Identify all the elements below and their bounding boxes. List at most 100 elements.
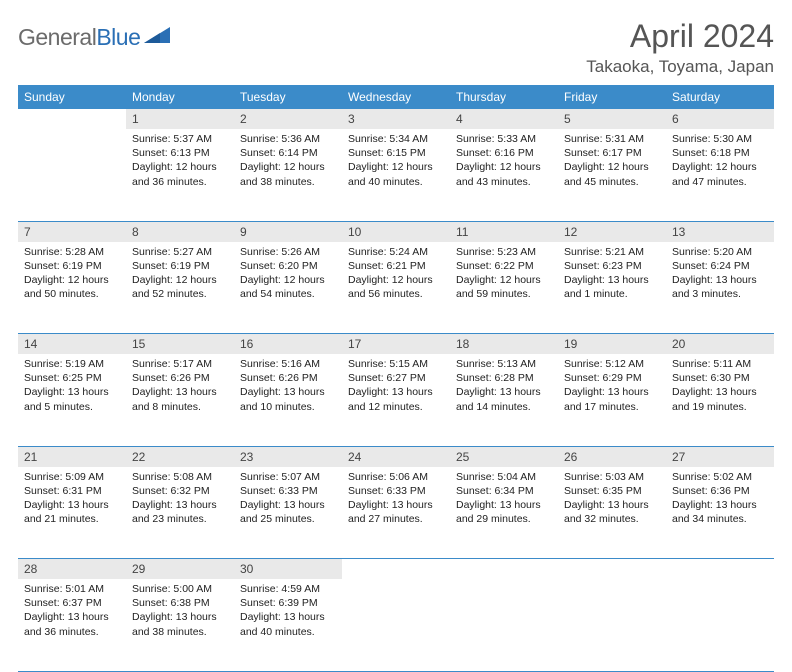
day-details [666, 579, 774, 588]
daynum-row: 282930 [18, 559, 774, 580]
day-details: Sunrise: 5:15 AMSunset: 6:27 PMDaylight:… [342, 354, 450, 420]
sunset-text: Sunset: 6:35 PM [564, 484, 660, 498]
day-body-cell: Sunrise: 5:26 AMSunset: 6:20 PMDaylight:… [234, 242, 342, 334]
day-number-cell: 25 [450, 446, 558, 467]
day-number-cell: 14 [18, 334, 126, 355]
day-details: Sunrise: 5:11 AMSunset: 6:30 PMDaylight:… [666, 354, 774, 420]
day-body-cell: Sunrise: 5:21 AMSunset: 6:23 PMDaylight:… [558, 242, 666, 334]
day-body-cell: Sunrise: 5:16 AMSunset: 6:26 PMDaylight:… [234, 354, 342, 446]
day-details: Sunrise: 5:17 AMSunset: 6:26 PMDaylight:… [126, 354, 234, 420]
day-body-row: Sunrise: 5:01 AMSunset: 6:37 PMDaylight:… [18, 579, 774, 671]
sunset-text: Sunset: 6:24 PM [672, 259, 768, 273]
daylight-line1: Daylight: 12 hours [564, 160, 660, 174]
daylight-line1: Daylight: 12 hours [348, 160, 444, 174]
day-header: Tuesday [234, 85, 342, 109]
daylight-line1: Daylight: 12 hours [240, 160, 336, 174]
daylight-line1: Daylight: 13 hours [564, 385, 660, 399]
sunrise-text: Sunrise: 5:30 AM [672, 132, 768, 146]
sunrise-text: Sunrise: 5:01 AM [24, 582, 120, 596]
daylight-line1: Daylight: 13 hours [132, 385, 228, 399]
sunset-text: Sunset: 6:28 PM [456, 371, 552, 385]
sunset-text: Sunset: 6:19 PM [132, 259, 228, 273]
day-body-cell: Sunrise: 5:31 AMSunset: 6:17 PMDaylight:… [558, 129, 666, 221]
sunrise-text: Sunrise: 5:09 AM [24, 470, 120, 484]
day-body-row: Sunrise: 5:19 AMSunset: 6:25 PMDaylight:… [18, 354, 774, 446]
day-number-cell: 29 [126, 559, 234, 580]
day-number-cell: 2 [234, 109, 342, 129]
sunset-text: Sunset: 6:18 PM [672, 146, 768, 160]
daylight-line1: Daylight: 12 hours [132, 273, 228, 287]
day-body-cell: Sunrise: 5:11 AMSunset: 6:30 PMDaylight:… [666, 354, 774, 446]
day-number-cell: 28 [18, 559, 126, 580]
daynum-row: 78910111213 [18, 221, 774, 242]
daylight-line1: Daylight: 13 hours [24, 610, 120, 624]
day-number-cell: 22 [126, 446, 234, 467]
day-number-cell: 3 [342, 109, 450, 129]
day-body-cell: Sunrise: 5:07 AMSunset: 6:33 PMDaylight:… [234, 467, 342, 559]
sunrise-text: Sunrise: 5:20 AM [672, 245, 768, 259]
calendar-head: Sunday Monday Tuesday Wednesday Thursday… [18, 85, 774, 109]
location: Takaoka, Toyama, Japan [586, 57, 774, 77]
day-number-cell: 11 [450, 221, 558, 242]
daylight-line1: Daylight: 13 hours [672, 273, 768, 287]
day-body-cell: Sunrise: 5:19 AMSunset: 6:25 PMDaylight:… [18, 354, 126, 446]
day-number-cell: 4 [450, 109, 558, 129]
daylight-line2: and 50 minutes. [24, 287, 120, 301]
day-body-cell: Sunrise: 5:15 AMSunset: 6:27 PMDaylight:… [342, 354, 450, 446]
sunset-text: Sunset: 6:15 PM [348, 146, 444, 160]
sunrise-text: Sunrise: 5:36 AM [240, 132, 336, 146]
day-header: Thursday [450, 85, 558, 109]
daylight-line2: and 47 minutes. [672, 175, 768, 189]
day-body-cell: Sunrise: 5:13 AMSunset: 6:28 PMDaylight:… [450, 354, 558, 446]
day-details: Sunrise: 5:04 AMSunset: 6:34 PMDaylight:… [450, 467, 558, 533]
daylight-line1: Daylight: 13 hours [240, 385, 336, 399]
sunrise-text: Sunrise: 5:04 AM [456, 470, 552, 484]
sunset-text: Sunset: 6:34 PM [456, 484, 552, 498]
day-body-cell: Sunrise: 5:20 AMSunset: 6:24 PMDaylight:… [666, 242, 774, 334]
day-body-cell: Sunrise: 5:12 AMSunset: 6:29 PMDaylight:… [558, 354, 666, 446]
day-body-cell: Sunrise: 5:09 AMSunset: 6:31 PMDaylight:… [18, 467, 126, 559]
daylight-line1: Daylight: 13 hours [348, 498, 444, 512]
day-details: Sunrise: 5:13 AMSunset: 6:28 PMDaylight:… [450, 354, 558, 420]
day-number-cell [666, 559, 774, 580]
daylight-line2: and 38 minutes. [132, 625, 228, 639]
day-header: Sunday [18, 85, 126, 109]
sunset-text: Sunset: 6:37 PM [24, 596, 120, 610]
logo-text: GeneralBlue [18, 24, 140, 51]
day-body-cell: Sunrise: 5:27 AMSunset: 6:19 PMDaylight:… [126, 242, 234, 334]
daylight-line1: Daylight: 13 hours [24, 498, 120, 512]
sunset-text: Sunset: 6:19 PM [24, 259, 120, 273]
daylight-line1: Daylight: 13 hours [132, 610, 228, 624]
daylight-line1: Daylight: 13 hours [672, 385, 768, 399]
daylight-line2: and 45 minutes. [564, 175, 660, 189]
logo-text-2: Blue [96, 24, 140, 50]
sunset-text: Sunset: 6:13 PM [132, 146, 228, 160]
sunset-text: Sunset: 6:33 PM [240, 484, 336, 498]
logo-text-1: General [18, 24, 96, 50]
daylight-line2: and 19 minutes. [672, 400, 768, 414]
daynum-row: 14151617181920 [18, 334, 774, 355]
daylight-line1: Daylight: 13 hours [132, 498, 228, 512]
sunset-text: Sunset: 6:30 PM [672, 371, 768, 385]
daylight-line2: and 36 minutes. [132, 175, 228, 189]
sunrise-text: Sunrise: 5:37 AM [132, 132, 228, 146]
day-body-cell: Sunrise: 5:30 AMSunset: 6:18 PMDaylight:… [666, 129, 774, 221]
calendar-table: Sunday Monday Tuesday Wednesday Thursday… [18, 85, 774, 672]
daylight-line1: Daylight: 13 hours [348, 385, 444, 399]
sunrise-text: Sunrise: 5:13 AM [456, 357, 552, 371]
day-number-cell [342, 559, 450, 580]
daylight-line2: and 32 minutes. [564, 512, 660, 526]
header: GeneralBlue April 2024 Takaoka, Toyama, … [18, 18, 774, 77]
sunset-text: Sunset: 6:17 PM [564, 146, 660, 160]
day-body-cell: Sunrise: 5:08 AMSunset: 6:32 PMDaylight:… [126, 467, 234, 559]
daylight-line2: and 36 minutes. [24, 625, 120, 639]
day-details: Sunrise: 5:34 AMSunset: 6:15 PMDaylight:… [342, 129, 450, 195]
day-body-cell: Sunrise: 5:17 AMSunset: 6:26 PMDaylight:… [126, 354, 234, 446]
day-header: Friday [558, 85, 666, 109]
sunrise-text: Sunrise: 5:24 AM [348, 245, 444, 259]
daylight-line1: Daylight: 13 hours [456, 498, 552, 512]
day-details [450, 579, 558, 588]
sunrise-text: Sunrise: 5:31 AM [564, 132, 660, 146]
day-details: Sunrise: 5:02 AMSunset: 6:36 PMDaylight:… [666, 467, 774, 533]
day-number-cell: 13 [666, 221, 774, 242]
